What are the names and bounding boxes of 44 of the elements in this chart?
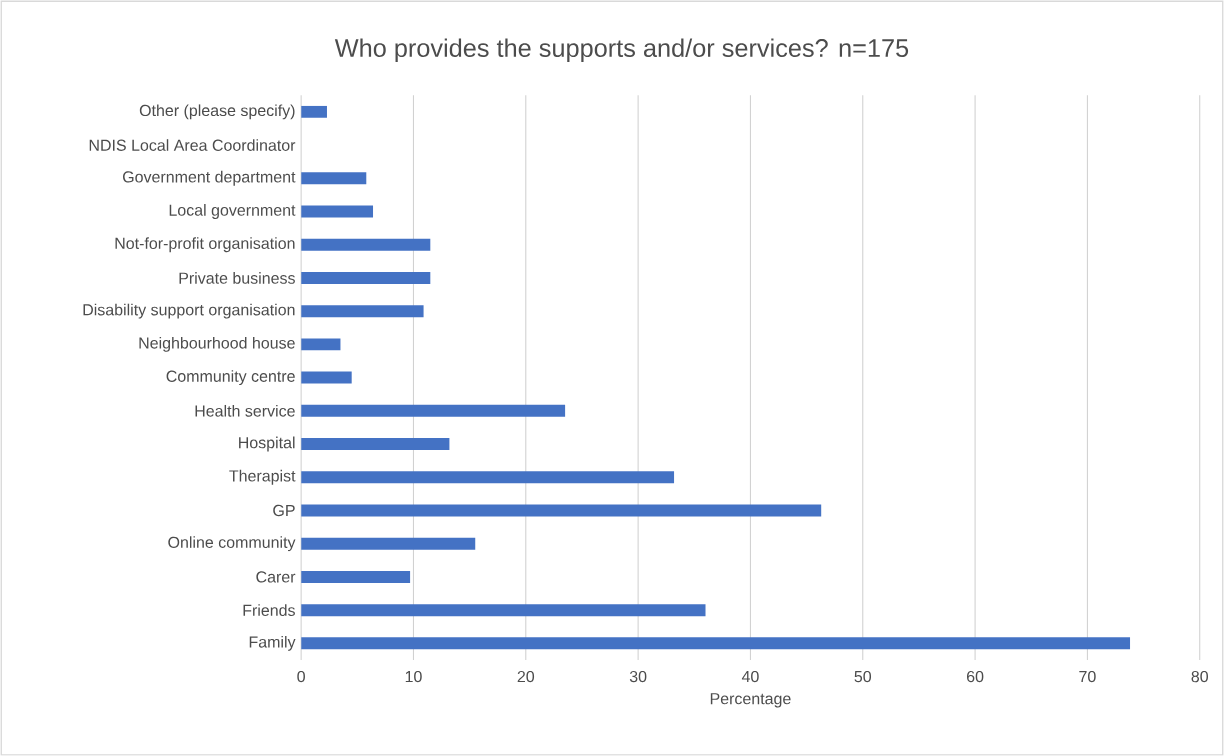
bar <box>301 271 431 284</box>
x-tick-label: 20 <box>517 670 535 683</box>
bar <box>301 637 1131 650</box>
bar <box>301 604 706 617</box>
bar <box>301 305 424 318</box>
bar <box>301 205 374 218</box>
y-tick-label: Disability support organisation <box>83 303 295 319</box>
x-tick-label: 0 <box>297 670 305 683</box>
x-tick-label: 60 <box>967 670 984 683</box>
bar <box>301 338 341 351</box>
bar <box>301 238 431 251</box>
y-tick-label: Carer <box>256 571 296 583</box>
bar <box>301 471 675 484</box>
x-axis-title: Percentage <box>710 693 791 708</box>
y-tick-label: Community centre <box>166 370 295 385</box>
x-tick-label: 70 <box>1079 670 1096 683</box>
y-tick-label: Not-for-profit organisation <box>115 237 295 253</box>
y-tick-label: Therapist <box>229 469 296 485</box>
y-tick-label: Other (please specify) <box>139 104 295 120</box>
bar <box>301 105 327 118</box>
x-tick-label: 40 <box>741 670 759 683</box>
bar <box>301 404 566 417</box>
x-tick-label: 50 <box>854 670 872 683</box>
y-tick-label: Hospital <box>239 436 295 452</box>
bar <box>301 172 367 185</box>
bar <box>301 437 450 450</box>
y-tick-label: Local government <box>169 203 296 219</box>
x-tick-label: 10 <box>405 670 422 683</box>
y-tick-label: Neighbourhood house <box>139 336 295 352</box>
y-tick-label: Online community <box>168 536 296 552</box>
x-tick-label: 80 <box>1191 670 1209 683</box>
bar <box>301 504 822 517</box>
y-tick-label: Friends <box>243 604 295 616</box>
y-tick-label: Government department <box>123 170 296 186</box>
y-tick-label: Family <box>249 635 296 651</box>
chart-title: Who provides the supports and/or services? n=175 <box>334 38 909 62</box>
bar <box>301 537 476 550</box>
x-tick-label: 30 <box>629 670 647 683</box>
y-tick-label: Health service <box>195 404 295 417</box>
bar <box>301 371 352 384</box>
y-tick-label: GP <box>273 504 295 517</box>
y-tick-label: Private business <box>179 271 295 284</box>
bar <box>301 570 411 583</box>
y-tick-label: NDIS Local Area Coordinator <box>89 139 296 151</box>
